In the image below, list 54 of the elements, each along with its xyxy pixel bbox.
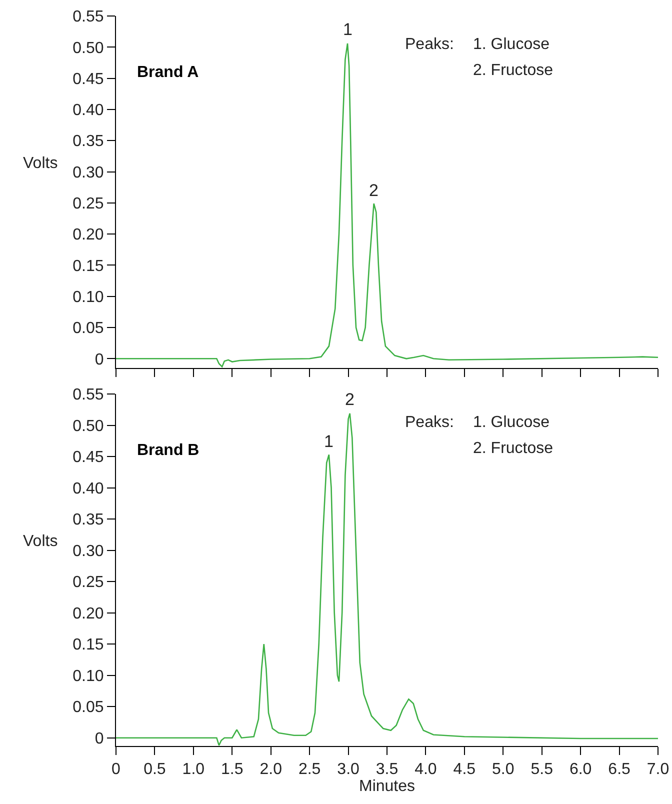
y-tick-label: 0.55	[72, 8, 104, 26]
annotation: 2. Fructose	[473, 62, 554, 79]
annotation: 1. Glucose	[473, 36, 550, 53]
x-tick-label: 3.0	[337, 761, 360, 778]
y-tick-label: 0	[94, 351, 104, 368]
y-tick-label: 0.05	[72, 320, 104, 338]
y-tick-label: 0.20	[72, 605, 104, 622]
y-tick-label: 0.40	[72, 480, 104, 498]
x-tick-label: 2.5	[298, 761, 321, 778]
annotation: Brand A	[137, 64, 200, 81]
y-tick-label: 0	[94, 730, 104, 748]
y-tick-label: 0.35	[72, 133, 104, 150]
y-axis-title: Volts	[23, 155, 58, 172]
y-tick-label: 0.30	[72, 542, 104, 560]
y-tick-label: 0.20	[72, 226, 104, 244]
y-tick-label: 0.50	[72, 418, 104, 435]
x-tick-label: 1.0	[182, 761, 205, 778]
y-tick-label: 0.10	[72, 668, 104, 685]
y-tick-label: 0.45	[72, 70, 104, 88]
annotation: Peaks:	[405, 414, 454, 431]
x-tick-label: 5.0	[492, 761, 514, 778]
y-tick-label: 0.10	[72, 288, 104, 306]
annotation: 1. Glucose	[473, 414, 550, 431]
y-tick-label: 0.15	[72, 258, 104, 275]
y-tick-label: 0.35	[72, 512, 104, 529]
y-tick-label: 0.55	[72, 386, 104, 404]
y-tick-label: 0.25	[72, 574, 104, 592]
x-tick-label: 0.5	[144, 761, 166, 778]
y-axis-title: Volts	[23, 533, 58, 550]
x-tick-label: 5.5	[530, 761, 554, 778]
y-tick-label: 0.50	[72, 40, 104, 57]
annotation: 2	[369, 181, 378, 200]
y-tick-label: 0.45	[72, 449, 104, 466]
y-tick-label: 0.25	[72, 196, 104, 212]
annotation: 2. Fructose	[473, 440, 554, 457]
annotation: 1	[343, 20, 352, 39]
x-tick-label: 6.0	[569, 761, 592, 778]
y-tick-label: 0.15	[72, 636, 104, 654]
x-tick-label: 1.5	[221, 761, 244, 778]
x-tick-label: 3.5	[376, 761, 398, 778]
y-tick-label: 0.30	[72, 164, 104, 182]
annotation: 1	[324, 432, 334, 451]
annotation: Brand B	[137, 442, 200, 459]
x-tick-label: 4.5	[453, 761, 476, 778]
x-tick-label: 4.0	[414, 761, 437, 778]
x-axis-title: Minutes	[358, 778, 416, 796]
y-tick-label: 0.05	[72, 699, 104, 716]
x-tick-label: 0	[112, 761, 121, 778]
y-tick-label: 0.40	[72, 102, 104, 120]
annotation: Peaks:	[405, 36, 454, 53]
x-tick-label: 2.0	[260, 761, 282, 778]
annotation: 2	[345, 390, 354, 409]
x-tick-label: 6.5	[608, 761, 631, 778]
x-tick-label: 7.0	[646, 761, 670, 778]
